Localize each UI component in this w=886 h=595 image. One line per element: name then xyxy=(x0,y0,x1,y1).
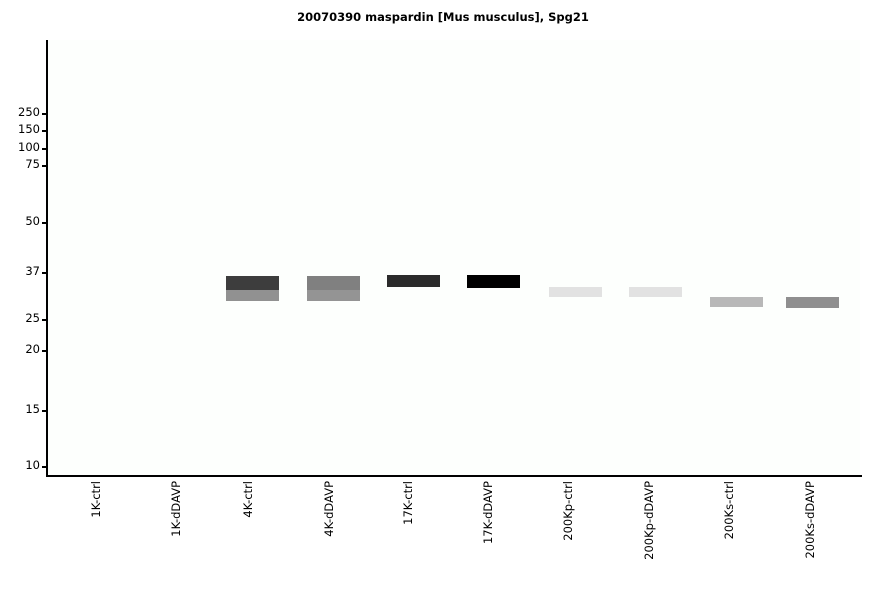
y-axis-tick xyxy=(42,148,47,150)
y-axis-tick-label: 20 xyxy=(25,342,40,356)
x-axis-tick-label: 200Kp-ctrl xyxy=(561,481,575,541)
x-axis-label-wrap: 200Ks-dDAVP xyxy=(803,481,821,591)
blot-band xyxy=(549,287,602,297)
y-axis-tick xyxy=(42,113,47,115)
y-axis-tick-label: 10 xyxy=(25,458,40,472)
x-axis-label-wrap: 4K-ctrl xyxy=(241,481,259,591)
blot-band xyxy=(710,297,763,307)
y-axis-tick xyxy=(42,222,47,224)
x-axis-tick-label: 1K-ctrl xyxy=(89,481,103,518)
x-axis-label-wrap: 200Ks-ctrl xyxy=(722,481,740,591)
y-axis-tick xyxy=(42,130,47,132)
y-axis-tick xyxy=(42,165,47,167)
blot-band xyxy=(387,275,440,287)
x-axis-tick-label: 4K-ctrl xyxy=(241,481,255,518)
y-axis-tick-label: 25 xyxy=(25,311,40,325)
x-axis-tick-label: 4K-dDAVP xyxy=(322,481,336,537)
y-axis-tick-label: 50 xyxy=(25,214,40,228)
blot-band xyxy=(307,290,360,301)
y-axis-tick-label: 250 xyxy=(18,105,40,119)
blot-band xyxy=(226,276,279,290)
y-axis-tick xyxy=(42,350,47,352)
x-axis-tick-label: 200Ks-ctrl xyxy=(722,481,736,540)
blot-band xyxy=(467,275,520,288)
y-axis-tick-label: 15 xyxy=(25,402,40,416)
y-axis-tick-label: 37 xyxy=(25,264,40,278)
blot-band xyxy=(786,297,839,308)
blot-band xyxy=(226,290,279,301)
x-axis-label-wrap: 4K-dDAVP xyxy=(322,481,340,591)
x-axis-label-wrap: 1K-dDAVP xyxy=(169,481,187,591)
plot-area xyxy=(48,40,860,475)
blot-band xyxy=(307,276,360,290)
y-axis-line xyxy=(46,40,48,477)
x-axis-label-wrap: 200Kp-ctrl xyxy=(561,481,579,591)
y-axis-tick-label: 100 xyxy=(18,140,40,154)
x-axis-line xyxy=(46,475,862,477)
y-axis-tick xyxy=(42,319,47,321)
x-axis-label-wrap: 17K-dDAVP xyxy=(481,481,499,591)
blot-band xyxy=(629,287,682,297)
y-axis-tick xyxy=(42,410,47,412)
x-axis-label-wrap: 200Kp-dDAVP xyxy=(642,481,660,591)
y-axis-tick-label: 150 xyxy=(18,122,40,136)
y-axis-tick-label: 75 xyxy=(25,157,40,171)
x-axis-tick-label: 200Kp-dDAVP xyxy=(642,481,656,560)
x-axis-tick-label: 17K-dDAVP xyxy=(481,481,495,545)
x-axis-tick-label: 17K-ctrl xyxy=(401,481,415,525)
x-axis-label-wrap: 1K-ctrl xyxy=(89,481,107,591)
x-axis-tick-label: 1K-dDAVP xyxy=(169,481,183,537)
y-axis-tick xyxy=(42,466,47,468)
x-axis-label-wrap: 17K-ctrl xyxy=(401,481,419,591)
y-axis-tick xyxy=(42,272,47,274)
x-axis-tick-label: 200Ks-dDAVP xyxy=(803,481,817,559)
page-title: 20070390 maspardin [Mus musculus], Spg21 xyxy=(297,10,589,24)
